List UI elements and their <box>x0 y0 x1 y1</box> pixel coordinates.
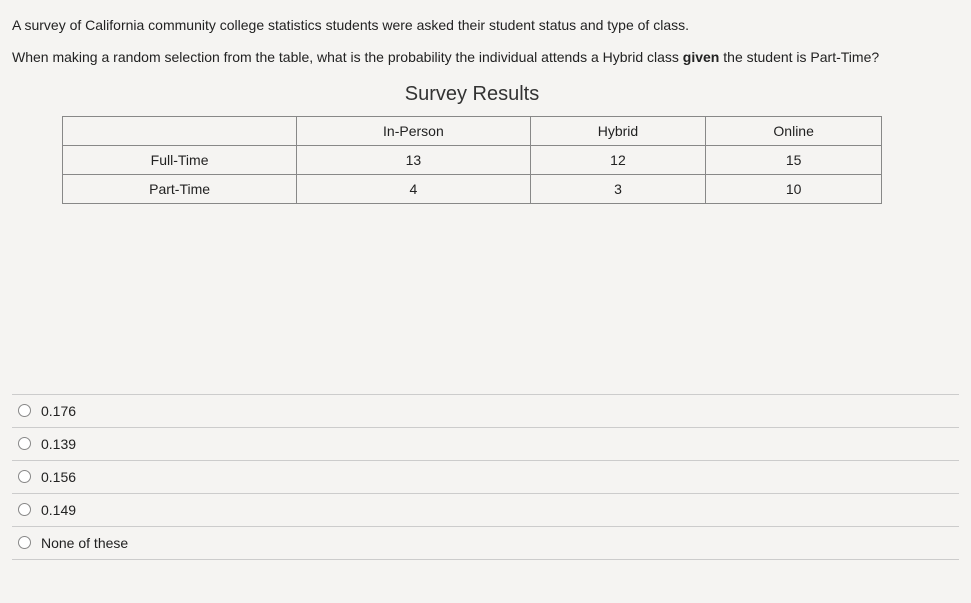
table-col-blank <box>63 116 297 145</box>
question-line-1: A survey of California community college… <box>12 14 959 36</box>
table-title: Survey Results <box>62 83 882 106</box>
answer-option-4[interactable]: None of these <box>12 526 959 560</box>
table-row: Part-Time 4 3 10 <box>63 174 882 203</box>
answer-options: 0.176 0.139 0.156 0.149 None of these <box>12 394 959 560</box>
answer-label: 0.149 <box>41 502 76 518</box>
answer-option-3[interactable]: 0.149 <box>12 493 959 526</box>
table-header-row: In-Person Hybrid Online <box>63 116 882 145</box>
cell: 10 <box>706 174 882 203</box>
survey-table: In-Person Hybrid Online Full-Time 13 12 … <box>62 116 882 204</box>
radio-icon <box>18 503 31 516</box>
question-line-2: When making a random selection from the … <box>12 46 959 68</box>
radio-icon <box>18 437 31 450</box>
cell: 3 <box>530 174 706 203</box>
given-emphasis: given <box>683 49 720 65</box>
table-col-inperson: In-Person <box>297 116 530 145</box>
row-label-parttime: Part-Time <box>63 174 297 203</box>
answer-option-1[interactable]: 0.139 <box>12 427 959 460</box>
answer-option-2[interactable]: 0.156 <box>12 460 959 493</box>
table-col-online: Online <box>706 116 882 145</box>
cell: 12 <box>530 145 706 174</box>
answer-label: 0.139 <box>41 436 76 452</box>
answer-option-0[interactable]: 0.176 <box>12 394 959 427</box>
row-label-fulltime: Full-Time <box>63 145 297 174</box>
question-text: A survey of California community college… <box>12 14 959 69</box>
table-row: Full-Time 13 12 15 <box>63 145 882 174</box>
survey-table-region: Survey Results In-Person Hybrid Online F… <box>62 83 882 204</box>
radio-icon <box>18 536 31 549</box>
radio-icon <box>18 404 31 417</box>
cell: 4 <box>297 174 530 203</box>
answer-label: 0.156 <box>41 469 76 485</box>
cell: 15 <box>706 145 882 174</box>
cell: 13 <box>297 145 530 174</box>
table-col-hybrid: Hybrid <box>530 116 706 145</box>
answer-label: 0.176 <box>41 403 76 419</box>
answer-label: None of these <box>41 535 128 551</box>
radio-icon <box>18 470 31 483</box>
